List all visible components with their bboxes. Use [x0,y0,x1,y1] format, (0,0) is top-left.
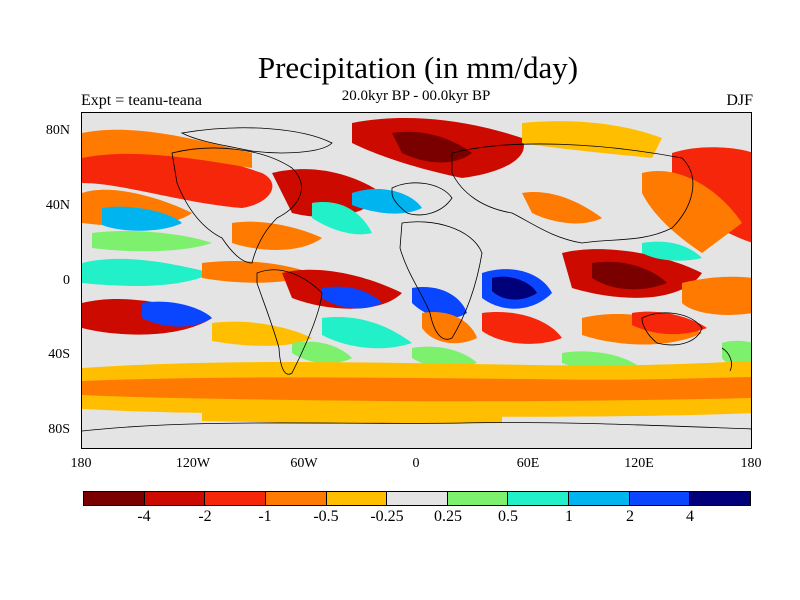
colorbar-label: -0.5 [313,508,339,525]
colorbar-segment [326,492,388,505]
y-tick-label: 80N [45,123,70,138]
y-tick-label: 40N [45,198,70,213]
anomaly-region [412,287,467,319]
anomaly-region [352,188,422,214]
y-tick-label: 0 [63,273,70,288]
coastlines [82,127,751,432]
anomaly-region [202,410,502,424]
anomaly-region [642,241,702,261]
colorbar-segment [629,492,691,505]
anomaly-region [312,202,372,235]
colorbar-label: 1 [565,508,573,525]
anomaly-region [92,231,212,252]
plot-subtitle: 20.0kyr BP - 00.0kyr BP [341,88,491,104]
x-tick-label: 60W [290,456,318,471]
y-tick-label: 40S [48,347,70,362]
anomaly-region [82,129,252,168]
colorbar-segment [508,492,570,505]
experiment-label: Expt = teanu-teana [81,92,202,109]
colorbar-label: 2 [626,508,634,525]
anomaly-region [82,258,212,286]
anomaly-region [682,276,751,315]
anomaly-region [522,192,602,224]
x-tick-label: 180 [70,456,92,471]
colorbar-label: -0.25 [370,508,404,525]
colorbar-segment [447,492,509,505]
plot-title: Precipitation (in mm/day) [257,50,579,85]
colorbar-label: 4 [686,508,694,525]
colorbar-label: 0.25 [434,508,462,525]
anomaly-region [492,276,537,300]
colorbar-segment [265,492,327,505]
anomaly-region [522,121,662,158]
season-label: DJF [726,92,753,109]
x-tick-label: 120W [175,456,211,471]
map-panel [81,112,752,449]
colorbar-segment [387,492,448,505]
x-tick-label: 120E [624,456,654,471]
colorbar-segment [144,492,206,505]
colorbar-label: 0.5 [498,508,518,525]
y-tick-label: 80S [48,422,70,437]
anomaly-region [632,311,707,335]
colorbar-segment [205,492,266,505]
anomaly-region [102,206,182,231]
anomaly-region [482,312,562,344]
colorbar-label: -2 [198,508,212,525]
anomaly-region [582,313,702,345]
anomaly-region [412,346,477,368]
anomaly-region [642,171,742,253]
x-tick-label: 180 [740,456,762,471]
anomaly-region [292,341,352,364]
anomaly-region [422,312,477,344]
colorbar-segment [569,492,630,505]
anomaly-region [322,317,412,349]
colorbar-segment [690,492,751,505]
precipitation-field [82,118,751,432]
colorbar [83,491,751,506]
x-tick-label: 60E [516,456,540,471]
anomaly-region [142,301,212,327]
anomaly-region [212,321,312,346]
anomaly-region [82,377,751,402]
colorbar-segment [84,492,145,505]
anomaly-region [322,286,382,309]
x-tick-label: 0 [412,456,420,471]
colorbar-label: -4 [137,508,151,525]
anomaly-region [232,221,322,250]
anomaly-region [82,140,273,208]
anomaly-region [592,261,667,290]
colorbar-label: -1 [258,508,272,525]
